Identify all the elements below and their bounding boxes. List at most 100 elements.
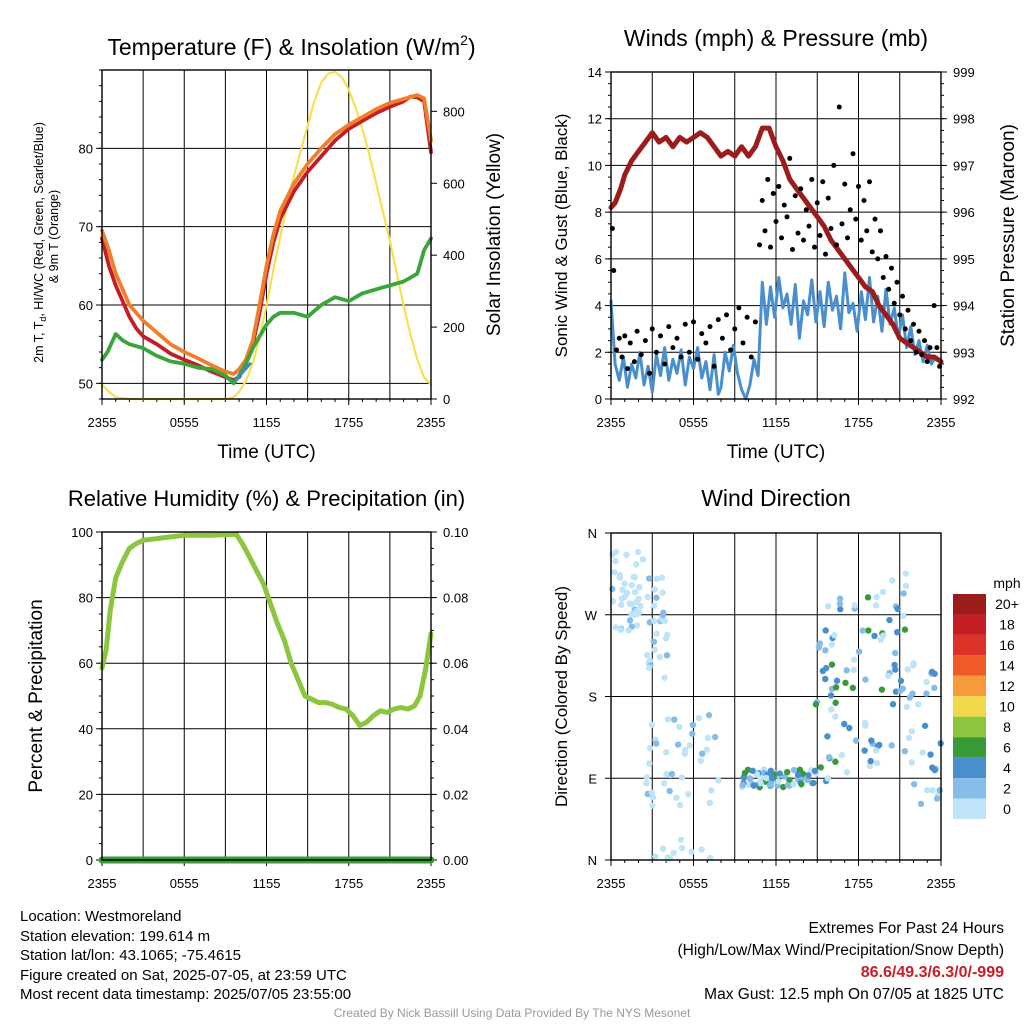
- direction-point: [660, 780, 668, 787]
- direction-point: [822, 627, 829, 634]
- direction-point: [617, 626, 624, 634]
- y2-tick-label: 998: [953, 112, 975, 127]
- y2-tick-label: 0.10: [443, 525, 468, 540]
- x-axis-label: Time (UTC): [727, 442, 826, 463]
- extremes-title: Extremes For Past 24 Hours: [808, 920, 1004, 937]
- x-axis-label: Time (UTC): [217, 442, 316, 463]
- direction-point: [915, 701, 922, 708]
- gust-point: [728, 347, 734, 353]
- direction-point: [910, 660, 917, 667]
- direction-point: [894, 605, 901, 613]
- gust-point: [649, 326, 655, 332]
- x-tick-label: 2355: [927, 876, 956, 891]
- y-tick-label: W: [585, 608, 598, 623]
- y-tick-label: 0: [86, 853, 93, 868]
- direction-point: [815, 644, 823, 651]
- gust-point: [674, 335, 680, 341]
- gust-point: [686, 349, 692, 355]
- direction-point: [612, 557, 619, 565]
- gust-point: [662, 361, 668, 367]
- y-axis-label: Direction (Colored By Speed): [552, 586, 571, 807]
- gust-point: [752, 319, 758, 325]
- direction-point: [901, 748, 908, 755]
- direction-point: [892, 666, 899, 673]
- direction-point: [837, 606, 844, 613]
- direction-point: [861, 747, 868, 754]
- direction-point: [663, 652, 671, 659]
- gust-point: [880, 275, 886, 281]
- direction-point: [831, 632, 838, 639]
- direction-point: [849, 684, 857, 692]
- direction-point: [757, 775, 764, 782]
- direction-point: [866, 762, 873, 770]
- direction-point: [689, 721, 697, 729]
- gust-point: [911, 321, 916, 327]
- x-axis: 2355 0555 1155 1755 2355: [88, 399, 445, 430]
- direction-point: [767, 781, 774, 788]
- y-tick-label: S: [588, 690, 597, 705]
- direction-point: [618, 601, 625, 608]
- direction-point: [867, 757, 874, 765]
- gust-point: [823, 251, 828, 257]
- direction-point: [886, 616, 893, 624]
- direction-point: [631, 611, 638, 618]
- left-axis: N E S W N: [585, 526, 941, 868]
- direction-point: [812, 701, 820, 708]
- direction-point: [628, 581, 635, 589]
- direction-point: [621, 580, 628, 587]
- gust-point: [748, 354, 754, 360]
- colorbar-swatch: [953, 778, 986, 799]
- x-axis: 2355 0555 1155 1755 2355: [88, 860, 445, 891]
- direction-point: [651, 602, 658, 609]
- x-tick-label: 1755: [844, 876, 873, 891]
- gust-point: [842, 181, 848, 187]
- y2-tick-label: 0.00: [443, 853, 468, 868]
- y2-tick-label: 999: [953, 65, 975, 80]
- direction-point: [626, 600, 633, 607]
- direction-point: [648, 721, 656, 729]
- direction-point: [776, 770, 784, 777]
- direction-point: [749, 767, 756, 775]
- station-elevation: Station elevation: 199.614 m: [20, 927, 211, 945]
- pressure-line: [608, 125, 944, 365]
- left-axis: 0 20 40 60 80 100: [71, 525, 431, 868]
- gust-point: [803, 207, 809, 213]
- direction-point: [794, 771, 802, 779]
- direction-point: [921, 722, 929, 729]
- chart-title: Wind Direction: [701, 485, 851, 511]
- direction-point: [824, 775, 832, 782]
- direction-point: [872, 747, 880, 754]
- direction-point: [660, 609, 667, 616]
- x-tick-label: 0555: [679, 415, 708, 430]
- gust-point: [678, 354, 684, 360]
- gust-point: [845, 235, 850, 241]
- colorbar-label: 14: [999, 658, 1015, 674]
- gust-point: [787, 155, 793, 161]
- direction-point: [705, 711, 713, 719]
- colorbar-title: mph: [993, 575, 1020, 591]
- direction-point: [676, 801, 684, 809]
- direction-point: [832, 699, 839, 706]
- x-axis: 2355 0555 1155 1755 2355: [597, 399, 955, 430]
- gust-point: [707, 324, 713, 330]
- gust-point: [856, 183, 861, 189]
- x-tick-label: 0555: [679, 876, 708, 891]
- x-tick-label: 2355: [88, 415, 117, 430]
- gust-point: [790, 247, 795, 253]
- direction-point: [673, 794, 680, 801]
- gust-point: [759, 197, 765, 203]
- grid: [651, 72, 901, 399]
- panel-3: Relative Humidity (%) & Precipitation (i…: [26, 486, 468, 891]
- direction-point: [775, 777, 782, 785]
- gust-point: [781, 202, 787, 208]
- direction-point: [664, 854, 672, 861]
- direction-point: [923, 786, 931, 794]
- direction-point: [625, 627, 632, 634]
- gust-point: [934, 345, 940, 351]
- gust-point: [900, 293, 905, 299]
- direction-point: [824, 733, 831, 740]
- direction-point: [850, 656, 858, 663]
- y2-tick-label: 996: [953, 205, 975, 220]
- gust-point: [634, 328, 640, 334]
